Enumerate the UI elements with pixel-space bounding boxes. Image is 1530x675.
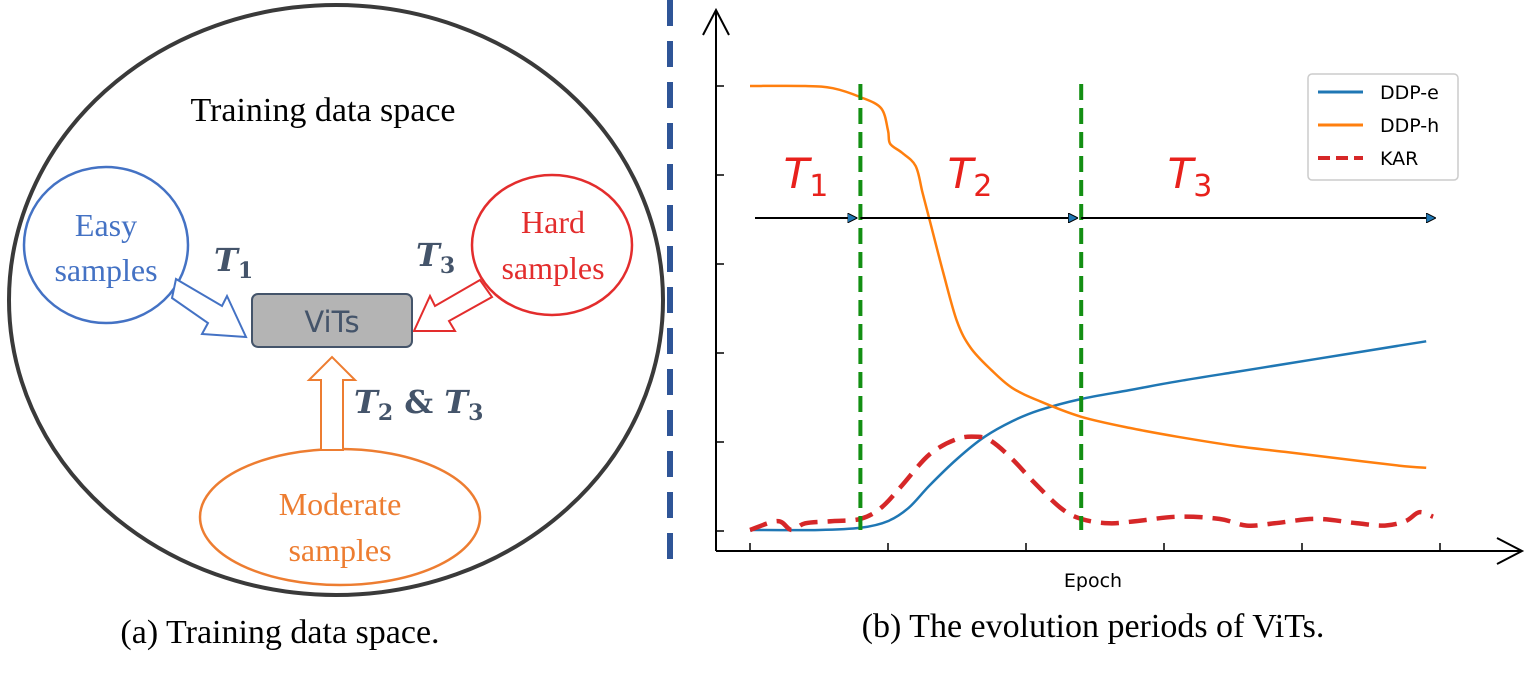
series-line-ddp-e — [749, 340, 1427, 532]
legend-label-ddp-e: DDP-e — [1380, 82, 1439, 104]
easy-arrow-label: T1 — [214, 241, 253, 284]
hard-samples-circle — [470, 173, 634, 317]
period-labels: T1 T2 T3 — [784, 149, 1213, 204]
x-axis-label: Epoch — [1064, 570, 1122, 592]
moderate-to-vits-arrow — [306, 355, 358, 451]
moderate-samples-label-line1: Moderate — [279, 486, 402, 522]
easy-samples-circle — [22, 165, 190, 325]
easy-samples-label-line2: samples — [54, 252, 157, 288]
training-space-ellipse — [7, 3, 665, 597]
series-line-kar — [749, 434, 1434, 533]
training-space-title: Training data space — [190, 92, 455, 129]
moderate-samples-label-line2: samples — [288, 532, 391, 568]
training-data-space-panel: Training data space Easy samples Hard sa… — [7, 3, 665, 651]
period-boundaries — [858, 84, 1084, 530]
hard-samples-label-line1: Hard — [521, 204, 585, 240]
easy-to-vits-arrow — [170, 277, 248, 339]
series-layer — [749, 84, 1434, 533]
hard-arrow-label: T3 — [416, 236, 455, 279]
legend: DDP-e DDP-h KAR — [1307, 73, 1459, 181]
period-label-1: T1 — [784, 149, 829, 204]
moderate-arrow-label: T2 & T3 — [354, 383, 483, 426]
hard-samples-label-line2: samples — [501, 250, 604, 286]
vits-box — [251, 293, 413, 348]
series-line-ddp-h — [749, 84, 1427, 470]
x-axis-arrowhead — [1496, 537, 1525, 565]
hard-to-vits-arrow — [412, 278, 494, 332]
legend-box — [1307, 73, 1459, 181]
period-label-2: T2 — [948, 149, 993, 204]
chart-caption: (b) The evolution periods of ViTs. — [862, 608, 1325, 645]
y-axis-arrowhead — [702, 7, 730, 36]
period-label-3: T3 — [1168, 149, 1213, 204]
easy-samples-label-line1: Easy — [75, 207, 137, 243]
left-caption: (a) Training data space. — [120, 614, 439, 651]
evolution-chart: T1 T2 T3 Epoch DDP-e DDP-h KAR (b) The evolu… — [702, 7, 1525, 645]
legend-label-ddp-h: DDP-h — [1380, 115, 1439, 137]
vits-label: ViTs — [304, 305, 359, 339]
legend-label-kar: KAR — [1380, 148, 1418, 170]
axis-ticks — [716, 85, 1441, 551]
